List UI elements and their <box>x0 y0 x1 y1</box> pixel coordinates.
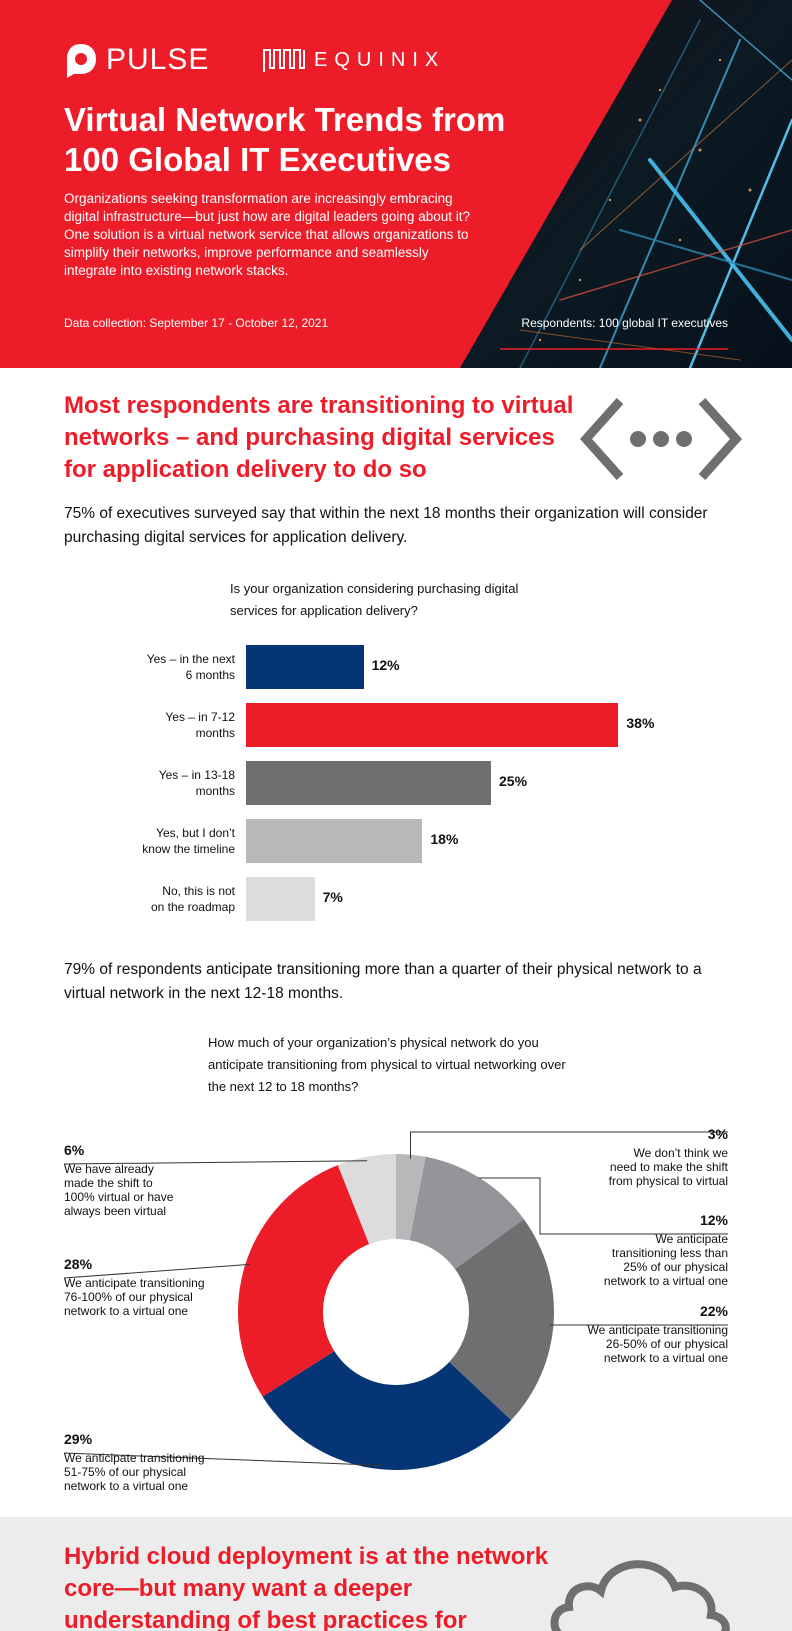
slice-description-line: transitioning less than <box>611 1246 728 1260</box>
slice-description-line: We anticipate transitioning <box>64 1276 205 1290</box>
slice-description-line: 51-75% of our physical <box>64 1465 187 1479</box>
slice-percent-label: 3% <box>707 1126 728 1142</box>
title-line-1: Virtual Network Trends from <box>64 101 506 138</box>
chart-question-1: Is your organization considering purchas… <box>230 581 519 618</box>
donut-slice <box>409 1156 524 1270</box>
slice-percent-label: 29% <box>64 1431 93 1447</box>
leader-line <box>63 1263 250 1279</box>
bar-value-label: 7% <box>322 889 343 905</box>
pulse-logo-icon <box>67 44 96 78</box>
leader-line <box>478 1177 728 1235</box>
bar <box>246 703 619 747</box>
bar-category-label-line: on the roadmap <box>150 900 235 914</box>
bar <box>246 645 364 689</box>
section-2-title: Hybrid cloud deployment is at the networ… <box>64 1543 549 1631</box>
leader-line <box>63 1452 382 1466</box>
slice-description-line: We anticipate <box>655 1232 729 1246</box>
bar-category-label: Yes – in 7-12 months <box>55 709 235 741</box>
bar-category-label: No, this is not on the roadmap <box>55 883 235 915</box>
bar-category-label-line: 6 months <box>185 668 235 682</box>
slice-description-label: We have already made the shift to 100% vir… <box>64 1162 173 1218</box>
code-brackets-icon <box>580 397 742 481</box>
section-2: Hybrid cloud deployment is at the networ… <box>0 1517 792 1631</box>
slice-description-line: network to a virtual one <box>64 1479 189 1493</box>
slice-description-label: We anticipate transitioning less than 25% … <box>604 1232 728 1288</box>
slice-description-line: We anticipate transitioning <box>587 1323 728 1337</box>
bar-category-label: Yes – in 13-18 months <box>55 767 235 799</box>
bar-category-label-line: months <box>195 726 235 740</box>
slice-description-line: network to a virtual one <box>64 1304 189 1318</box>
bar-category-label-line: months <box>195 784 235 798</box>
slice-description-line: We don’t think we <box>633 1146 729 1160</box>
bar-category-label: Yes, but I don’t know the timeline <box>55 825 235 857</box>
network-lights-image <box>460 0 792 368</box>
slice-percent-label: 6% <box>64 1142 85 1158</box>
donut-slice <box>262 1351 512 1470</box>
leader-line <box>63 1160 368 1165</box>
slice-description-label: We don’t think we need to make the shift f… <box>609 1146 728 1188</box>
donut-slice <box>396 1154 426 1241</box>
slice-description-line: need to make the shift <box>609 1160 728 1174</box>
pulse-logo-text: PULSE <box>106 43 210 76</box>
equinix-logo-icon <box>263 49 305 72</box>
survey-finding-2: 79% of respondents anticipate transition… <box>64 961 702 1002</box>
bar-category-label-line: Yes – in the next <box>146 652 235 666</box>
slice-percent-label: 28% <box>64 1256 93 1272</box>
bar <box>246 877 315 921</box>
equinix-logo-text: EQUINIX <box>314 48 446 71</box>
slice-description-label: We anticipate transitioning 76-100% of ou… <box>64 1276 205 1318</box>
slice-description-label: We anticipate transitioning 51-75% of our… <box>64 1451 205 1493</box>
bar-category-label-line: Yes – in 7-12 <box>165 710 235 724</box>
slice-description-line: 100% virtual or have <box>64 1190 174 1204</box>
slice-description-line: We anticipate transitioning <box>64 1451 205 1465</box>
slice-description-line: network to a virtual one <box>603 1351 728 1365</box>
bar-category-label-line: know the timeline <box>142 842 235 856</box>
respondents-count: Respondents: 100 global IT executives <box>521 316 728 330</box>
bar <box>246 761 491 805</box>
slice-description-line: 25% of our physical <box>623 1260 728 1274</box>
cloud-icon <box>550 1560 730 1631</box>
slice-description-line: network to a virtual one <box>603 1274 728 1288</box>
hero-description: Organizations seeking transformation are… <box>64 191 470 278</box>
section-title: Most respondents are transitioning to vi… <box>64 392 574 483</box>
donut-chart <box>63 1131 728 1470</box>
bar <box>246 819 423 863</box>
leader-line <box>409 1131 728 1159</box>
survey-finding-1: 75% of executives surveyed say that with… <box>64 505 708 546</box>
slice-description-line: 26-50% of our physical <box>605 1337 728 1351</box>
slice-description-label: We anticipate transitioning 26-50% of our… <box>587 1323 728 1365</box>
slice-description-line: from physical to virtual <box>608 1174 728 1188</box>
slice-description-line: made the shift to <box>64 1176 153 1190</box>
chart-question-2: How much of your organization’s physical… <box>208 1035 566 1094</box>
title-line-2: 100 Global IT Executives <box>64 141 452 178</box>
bar-category-label: Yes – in the next 6 months <box>55 651 235 683</box>
data-collection-date: Data collection: September 17 - October … <box>64 316 329 330</box>
bar-category-label-line: Yes – in 13-18 <box>158 768 235 782</box>
bar-category-label-line: No, this is not <box>162 884 235 898</box>
bar-value-label: 38% <box>626 715 655 731</box>
slice-description-line: always been virtual <box>64 1204 167 1218</box>
bar-category-label-line: Yes, but I don’t <box>156 826 235 840</box>
slice-description-line: We have already <box>64 1162 154 1176</box>
slice-description-line: 76-100% of our physical <box>64 1290 193 1304</box>
bar-value-label: 12% <box>371 657 400 673</box>
page-title: Virtual Network Trends from 100 Global I… <box>64 100 624 180</box>
donut-slice <box>449 1219 555 1421</box>
donut-slice <box>337 1154 396 1245</box>
slice-percent-label: 22% <box>699 1303 728 1319</box>
bar-value-label: 18% <box>430 831 459 847</box>
bar-value-label: 25% <box>499 773 528 789</box>
slice-percent-label: 12% <box>699 1212 728 1228</box>
hero-banner: PULSE EQUINIX Virtual Network Trends fro… <box>0 0 792 368</box>
equinix-logo: EQUINIX <box>262 46 445 74</box>
donut-slice <box>238 1165 370 1397</box>
pulse-logo: PULSE <box>64 42 209 78</box>
